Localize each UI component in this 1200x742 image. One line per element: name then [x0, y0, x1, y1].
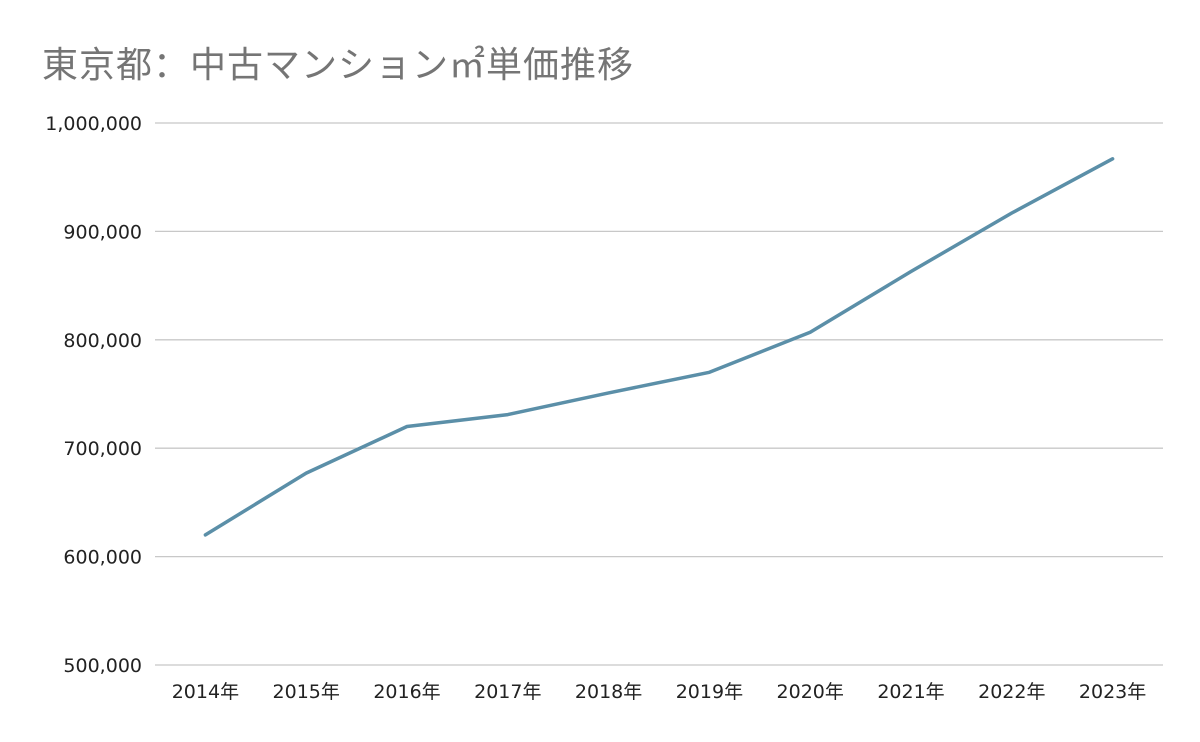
y-axis-tick-labels: 500,000 600,000 700,000 800,000 900,000 1,000…	[45, 113, 142, 677]
x-tick-label: 2021年	[877, 681, 944, 703]
y-tick-label: 900,000	[63, 221, 142, 243]
x-tick-label: 2018年	[575, 681, 642, 703]
series-lines	[203, 157, 1115, 537]
grid-lines	[155, 122, 1163, 666]
chart-title: 東京都：中古マンション㎡単価推移	[42, 45, 635, 86]
series-line	[203, 157, 1115, 537]
y-tick-label: 700,000	[63, 438, 142, 460]
x-tick-label: 2023年	[1079, 681, 1146, 703]
y-tick-label: 500,000	[63, 655, 142, 677]
y-tick-label: 600,000	[63, 547, 142, 569]
x-tick-label: 2022年	[978, 681, 1045, 703]
x-tick-label: 2017年	[474, 681, 541, 703]
x-tick-label: 2016年	[373, 681, 440, 703]
y-tick-label: 1,000,000	[45, 113, 142, 135]
x-tick-label: 2019年	[676, 681, 743, 703]
x-tick-label: 2014年	[172, 681, 239, 703]
y-tick-label: 800,000	[63, 330, 142, 352]
x-tick-label: 2015年	[273, 681, 340, 703]
x-tick-label: 2020年	[777, 681, 844, 703]
x-axis-tick-labels: 2014年 2015年 2016年 2017年 2018年 2019年 2020年 2021年…	[172, 681, 1147, 703]
